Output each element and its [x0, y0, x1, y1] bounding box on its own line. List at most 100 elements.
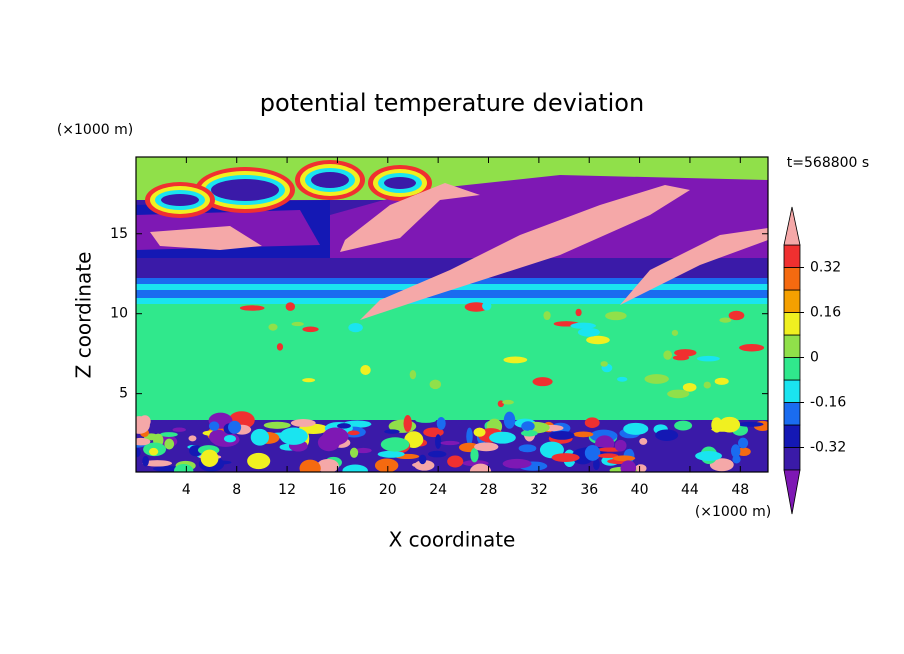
colorbar-box [783, 402, 801, 426]
colorbar-box [783, 312, 801, 336]
colorbar-label: 0.16 [810, 305, 841, 321]
contour-region [623, 422, 649, 435]
x-tick-label: 24 [429, 482, 447, 498]
contour-region [412, 462, 429, 468]
colorbar-box [783, 357, 801, 381]
x-axis-label: X coordinate [389, 528, 516, 552]
contour-region [503, 411, 516, 429]
contour-region [250, 428, 270, 446]
x-tick-label: 36 [580, 482, 598, 498]
contour-region [521, 430, 538, 437]
x-tick-label: 28 [480, 482, 498, 498]
contour-region [655, 429, 679, 441]
contour-region [380, 437, 410, 452]
colorbar-box [783, 267, 801, 291]
contour-region [302, 326, 319, 333]
y-tick-label: 10 [110, 306, 128, 322]
contour-region [418, 454, 427, 465]
contour-region [447, 455, 464, 468]
contour-region [674, 420, 693, 431]
contour-region [142, 460, 173, 467]
contour-region [172, 427, 186, 432]
y-tick-label: 15 [110, 226, 128, 242]
contour-region [570, 322, 596, 329]
contour-region [473, 427, 486, 437]
colorbar-label: 0 [810, 350, 819, 366]
contour-region [695, 451, 722, 461]
contour-region [620, 228, 768, 305]
contour-region [663, 350, 673, 360]
contour-region [635, 464, 647, 472]
contour-region [696, 355, 720, 362]
contour-region [228, 420, 242, 434]
time-label: t=568800 s [787, 155, 869, 171]
contour-region [136, 290, 768, 298]
contour-region [577, 327, 601, 337]
x-unit-label: (×1000 m) [695, 504, 771, 520]
contour-region [302, 378, 316, 383]
contour-region [174, 464, 194, 472]
x-tick-label: 12 [278, 482, 296, 498]
contour-region [342, 464, 368, 472]
contour-region [384, 429, 400, 434]
contour-region [377, 450, 405, 458]
contour-region [466, 427, 473, 446]
plot-frame [135, 156, 769, 473]
contour-region [384, 177, 416, 189]
contour-region [164, 438, 175, 450]
contour-region [360, 365, 371, 375]
contour-region [209, 429, 228, 445]
contour-region [551, 453, 580, 463]
contour-region [737, 437, 749, 449]
contour-region [223, 435, 236, 443]
contour-region [464, 302, 488, 312]
contour-region [428, 450, 447, 458]
contour-region [409, 369, 417, 380]
contour-region [667, 389, 690, 399]
contour-region [337, 423, 351, 429]
contour-region [263, 421, 291, 429]
contour-region [469, 463, 492, 472]
contour-region [211, 179, 279, 201]
contour-region [285, 302, 296, 311]
contour-region [543, 311, 551, 321]
contour-region [672, 355, 690, 361]
contour-region [347, 430, 360, 436]
contour-region [586, 335, 610, 345]
contour-region [644, 374, 669, 384]
contour-region [730, 444, 741, 458]
contour-region [584, 417, 600, 428]
contour-region [709, 458, 734, 472]
colorbar-label: -0.16 [810, 395, 846, 411]
contour-region [136, 437, 151, 446]
x-tick-label: 44 [681, 482, 699, 498]
y-axis-label: Z coordinate [72, 252, 96, 379]
contour-region [435, 434, 442, 449]
colorbar-label: -0.32 [810, 440, 846, 456]
contour-region [360, 185, 690, 320]
contour-region [737, 421, 764, 427]
contour-region [728, 310, 745, 321]
contour-region [639, 437, 648, 445]
colorbar-box [783, 244, 801, 268]
contour-region [532, 377, 553, 387]
contour-region [316, 458, 339, 472]
x-tick-label: 40 [631, 482, 649, 498]
contour-region [502, 458, 532, 469]
y-unit-label: (×1000 m) [57, 122, 133, 138]
contour-region [136, 416, 150, 434]
contour-region [436, 416, 446, 430]
contour-region [605, 311, 627, 321]
x-tick-label: 16 [329, 482, 347, 498]
contour-region [719, 317, 732, 323]
contour-region [136, 298, 768, 304]
contour-region [573, 431, 594, 438]
contour-region [340, 183, 480, 252]
x-tick-label: 32 [530, 482, 548, 498]
contour-region [502, 399, 514, 405]
colorbar-box [783, 334, 801, 358]
contour-region [470, 448, 479, 463]
contour-region [503, 356, 528, 364]
contour-region [160, 432, 178, 437]
